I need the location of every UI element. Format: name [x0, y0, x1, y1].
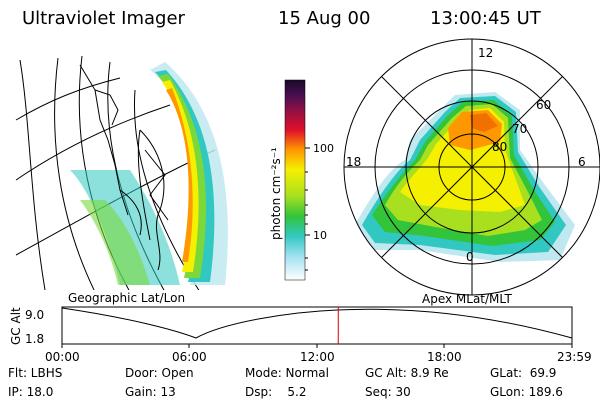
- instrument-title: Ultraviolet Imager: [22, 8, 185, 29]
- altitude-ylabel: GC Alt: [9, 307, 23, 345]
- altitude-x-labels: 00:00 06:00 12:00 18:00 23:59: [45, 350, 592, 364]
- altitude-xtick-1800: 18:00: [427, 350, 462, 364]
- status-flt: Flt: LBHS: [8, 366, 63, 380]
- status-gain: Gain: 13: [125, 385, 176, 399]
- status-ip: IP: 18.0: [8, 385, 54, 399]
- aurora-band: [70, 62, 228, 285]
- colorbar: [284, 79, 306, 281]
- polar-panel-label: Apex MLat/MLT: [422, 292, 512, 306]
- lat-label-70: 70: [512, 122, 527, 136]
- status-seq: Seq: 30: [365, 385, 411, 399]
- mlt-label-12: 12: [478, 46, 493, 60]
- mlt-label-18: 18: [346, 155, 361, 169]
- altitude-xtick-1200: 12:00: [300, 350, 335, 364]
- geographic-map: [15, 55, 228, 290]
- colorbar-unit-label: photon cm⁻²s⁻¹: [269, 147, 283, 240]
- altitude-xtick-2359: 23:59: [557, 350, 592, 364]
- coastlines: [79, 64, 169, 271]
- altitude-x-ticks: [61, 344, 573, 348]
- altitude-ytick-high: 9.0: [25, 308, 44, 322]
- lat-label-60: 60: [536, 98, 551, 112]
- mlt-label-6: 6: [578, 155, 586, 169]
- colorbar-tick-10: 10: [313, 229, 327, 242]
- polar-labels: 12 18 6 0 60 70 80: [346, 46, 586, 264]
- altitude-plot-frame: [61, 306, 573, 345]
- polar-grid: [343, 38, 600, 296]
- status-door: Door: Open: [125, 366, 194, 380]
- header-time: 13:00:45 UT: [430, 8, 541, 29]
- polar-aurora: [352, 92, 575, 262]
- altitude-xtick-0000: 00:00: [45, 350, 80, 364]
- altitude-ytick-low: 1.8: [25, 332, 44, 346]
- colorbar-tick-100: 100: [313, 142, 334, 155]
- lat-label-80: 80: [492, 140, 507, 154]
- mlt-label-0: 0: [466, 250, 474, 264]
- altitude-xtick-0600: 06:00: [172, 350, 207, 364]
- status-mode: Mode: Normal: [245, 366, 329, 380]
- status-glon: GLon: 189.6: [490, 385, 563, 399]
- status-glat: GLat: 69.9: [490, 366, 557, 380]
- colorbar-ticks: [305, 147, 310, 271]
- geo-panel-label: Geographic Lat/Lon: [68, 291, 185, 305]
- status-gc-alt: GC Alt: 8.9 Re: [365, 366, 449, 380]
- altitude-curve: [61, 307, 573, 339]
- status-dsp: Dsp: 5.2: [245, 385, 307, 399]
- header-date: 15 Aug 00: [278, 8, 371, 29]
